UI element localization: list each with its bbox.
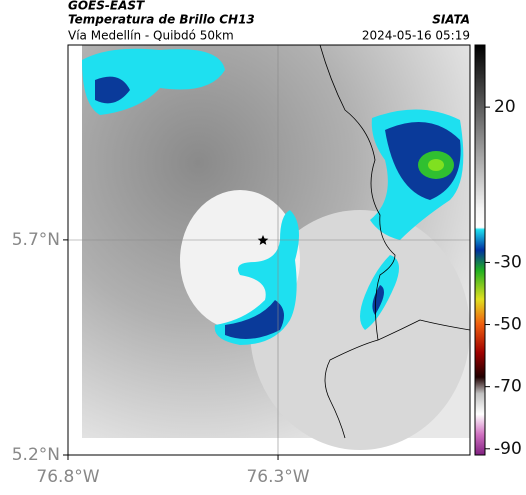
colorbar-tick-label: -30: [494, 252, 522, 272]
map-image: [67, 44, 471, 456]
colorbar-tick-label: -90: [494, 439, 522, 459]
source: SIATA: [432, 13, 470, 27]
colorbar-tick-label: -70: [494, 377, 522, 397]
timestamp: 2024-05-16 05:19: [362, 29, 470, 43]
route: Vía Medellín - Quibdó 50km: [68, 29, 234, 43]
colorbar: [474, 44, 486, 456]
colorbar-tick-label: -50: [494, 315, 522, 335]
lat-tick-label: 5.2°N: [12, 445, 60, 465]
lon-tick-label: 76.3°W: [246, 467, 309, 487]
colorbar-tick-label: 20: [494, 97, 516, 117]
product: Temperatura de Brillo CH13: [68, 13, 255, 27]
lat-tick-label: 5.7°N: [12, 230, 60, 250]
lon-tick-label: 76.8°W: [36, 467, 99, 487]
satellite: GOES-EAST: [68, 0, 145, 13]
